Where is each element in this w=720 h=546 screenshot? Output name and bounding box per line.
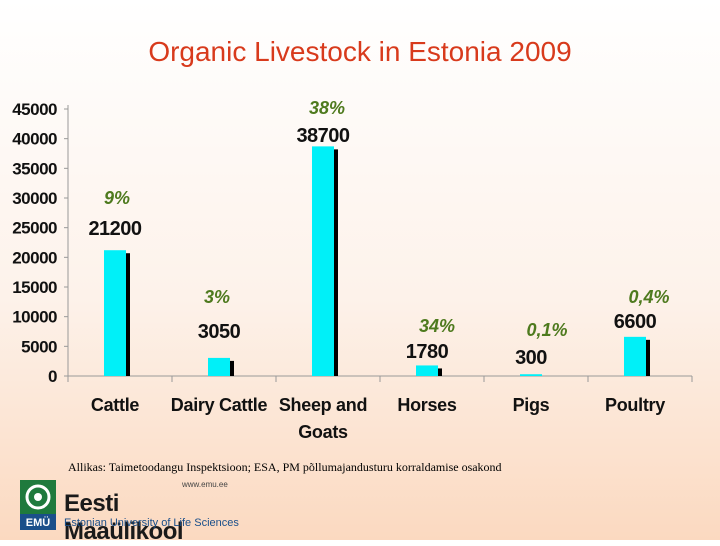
bar-dairy-cattle [208,357,230,376]
value-label: 1780 [406,341,449,363]
percent-label: 34% [419,316,455,336]
category-label: Cattle [91,395,139,415]
value-label: 6600 [614,311,657,333]
y-tick-label: 30000 [12,189,57,208]
percent-label: 38% [309,98,345,118]
bar-horses [416,365,438,376]
y-tick-label: 25000 [12,219,57,238]
category-label: Goats [298,422,348,442]
percent-label: 0,1% [526,320,567,340]
category-label: Dairy Cattle [171,395,268,415]
bar-pigs [520,374,542,376]
percent-label: 0,4% [628,287,669,307]
y-tick-label: 15000 [12,278,57,297]
value-label: 3050 [198,321,241,343]
chart-title: Organic Livestock in Estonia 2009 [148,36,572,67]
y-tick-label: 0 [48,367,57,386]
bar-chart: 0 5000 10000 15000 20000 25000 30000 35000 40000… [12,98,693,442]
y-tick-label: 5000 [21,337,57,356]
category-label: Pigs [513,395,550,415]
bar-cattle [104,250,126,376]
y-tick-label: 20000 [12,248,57,267]
y-tick-label: 10000 [12,308,57,327]
percent-label: 3% [204,287,230,307]
y-tick-label: 45000 [12,100,57,119]
percent-label: 9% [104,188,130,208]
category-label: Horses [397,395,457,415]
category-label: Poultry [605,395,665,415]
bar-sheep-and-goats [312,146,334,376]
emu-logo-icon: EMÜ [20,480,56,530]
y-tick-label: 35000 [12,159,57,178]
category-label: Sheep and [279,395,367,415]
value-label: 21200 [88,218,141,240]
logo-url: www.emu.ee [182,480,228,489]
logo-subtitle: Estonian University of Life Sciences [64,517,239,529]
logo-mark-text: EMÜ [26,516,51,529]
value-label: 300 [515,347,547,369]
y-tick-label: 40000 [12,130,57,149]
bar-poultry [624,336,646,376]
source-note: Allikas: Taimetoodangu Inspektsioon; ESA… [68,460,502,474]
value-label: 38700 [296,125,349,147]
university-logo: EMÜ www.emu.ee Eesti Maaülikool Estonian… [20,480,240,545]
